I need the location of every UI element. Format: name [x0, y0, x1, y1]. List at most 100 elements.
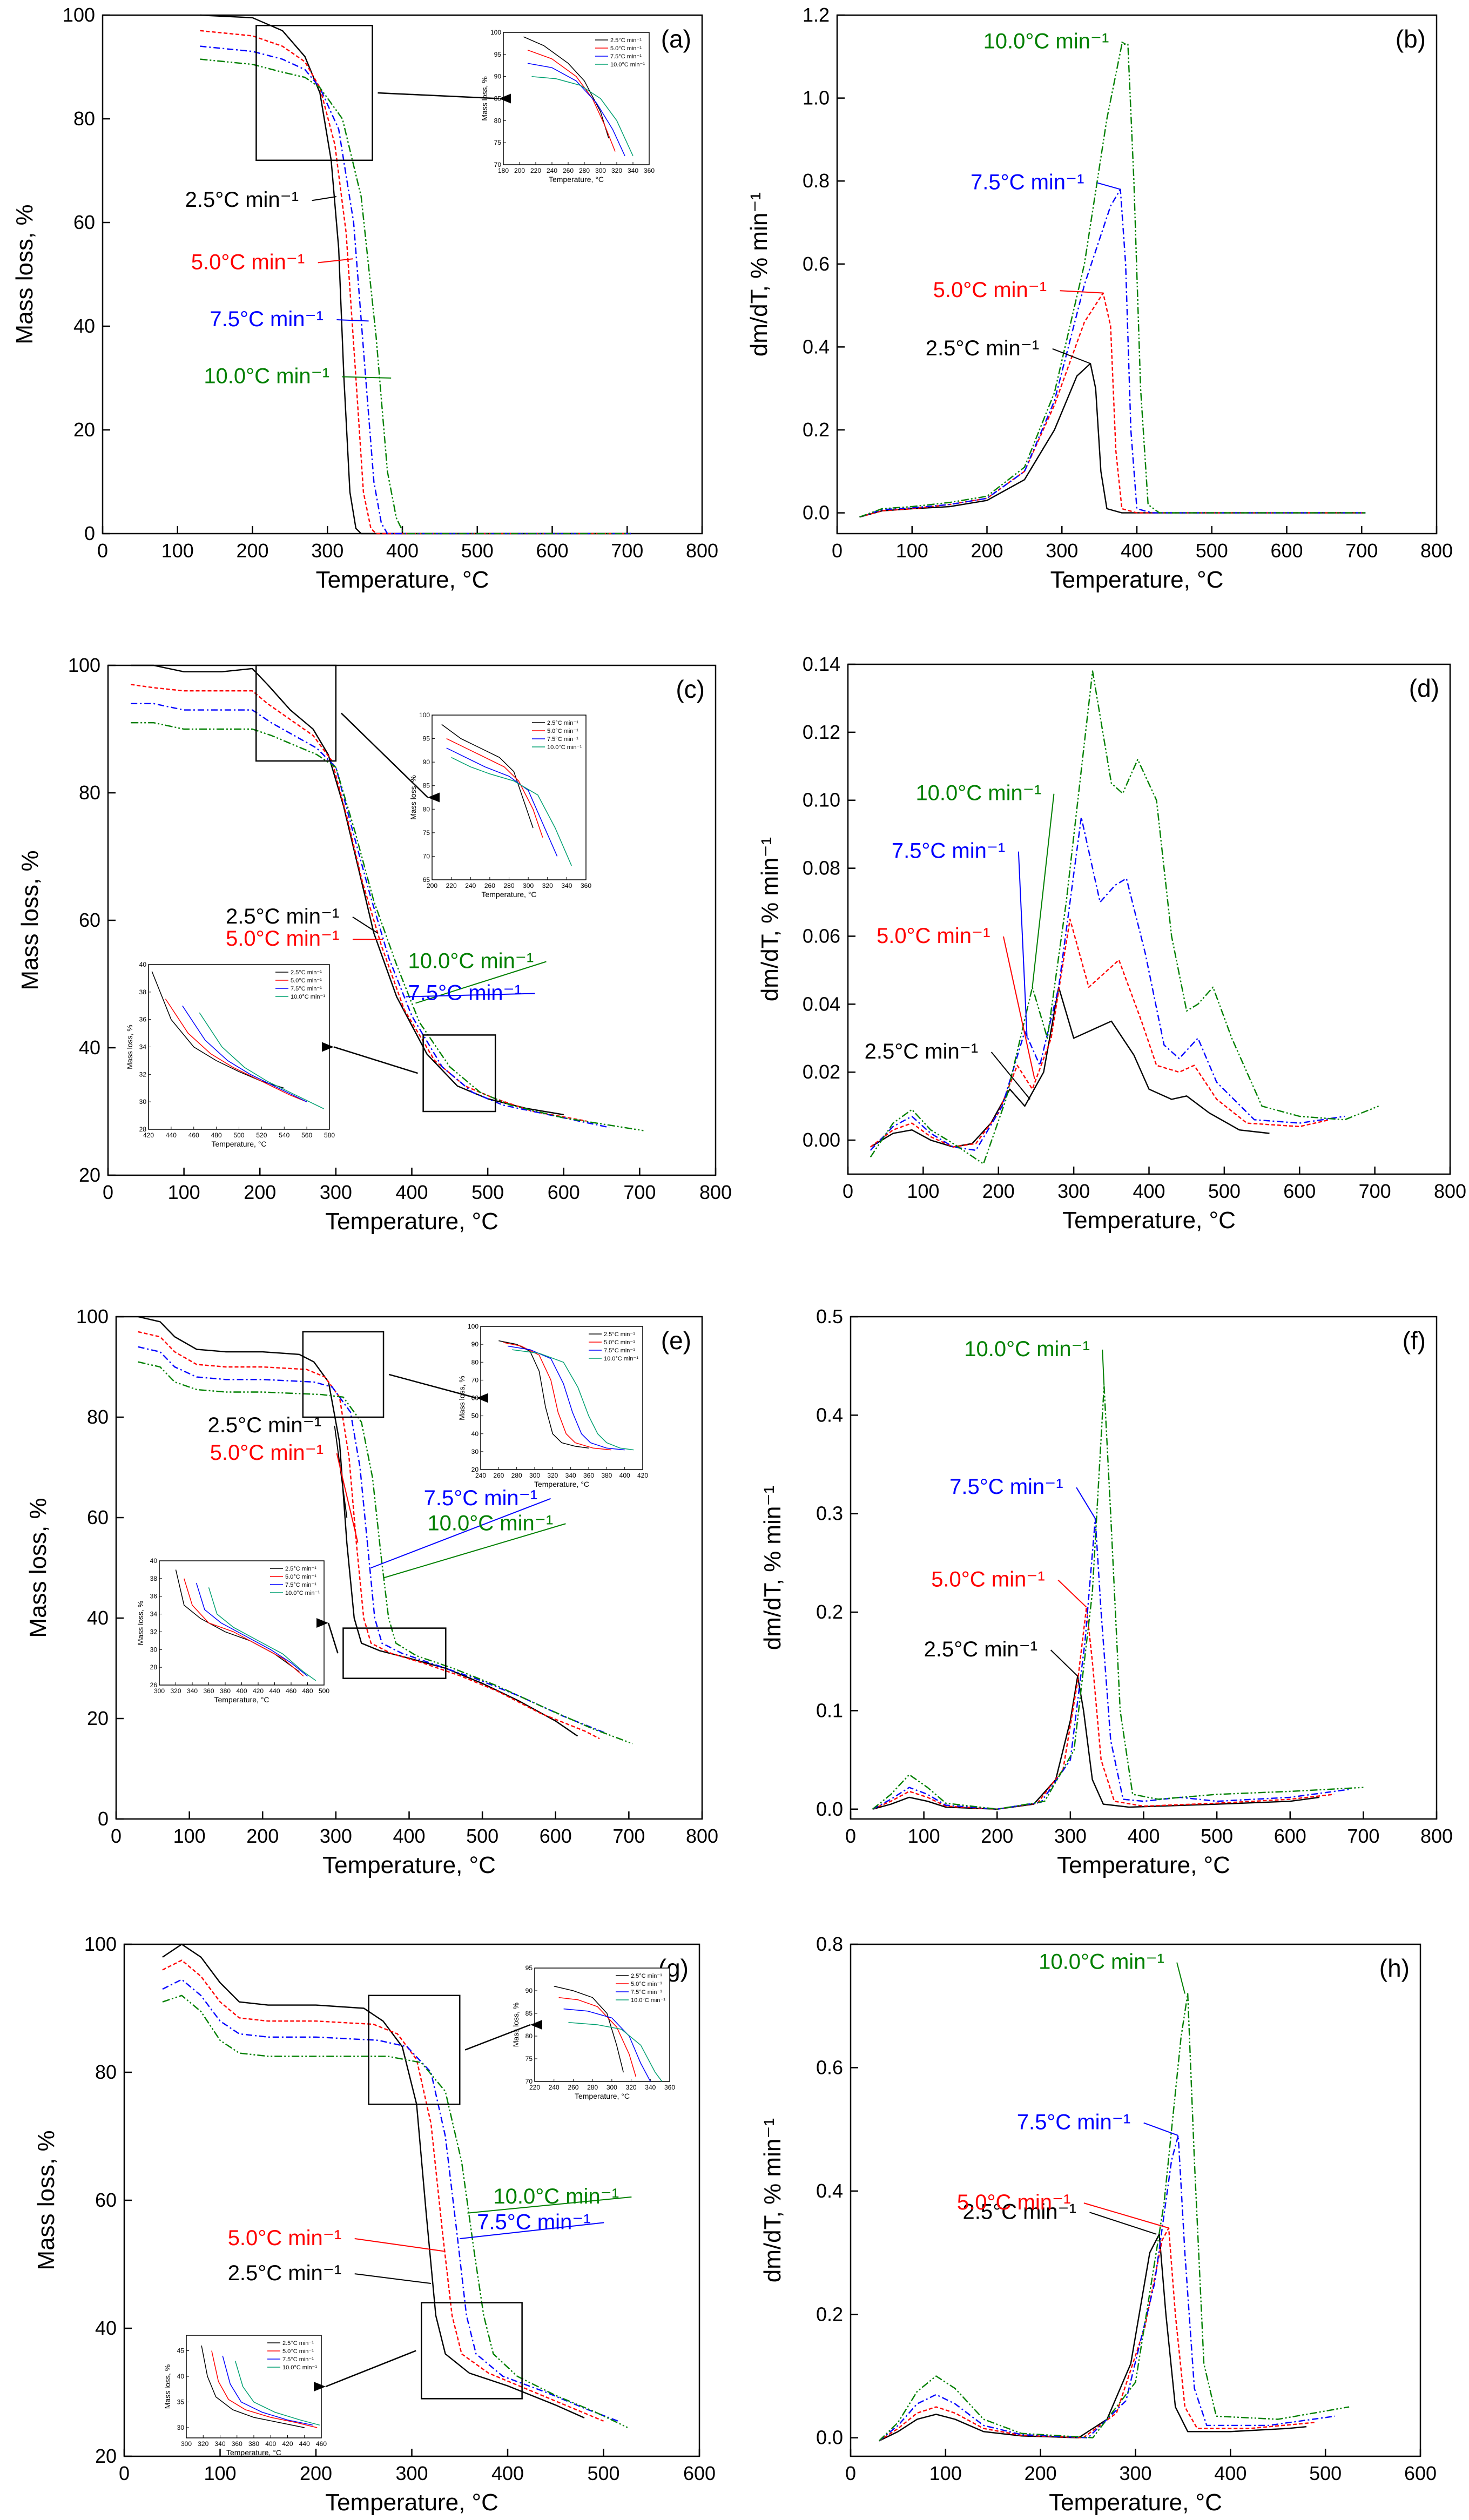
- inset-x-tick-label: 320: [198, 2440, 208, 2448]
- inset-x-tick-label: 340: [187, 1687, 198, 1695]
- inset-x-tick-label: 540: [279, 1131, 289, 1139]
- y-axis-label: Mass loss, %: [17, 850, 43, 990]
- y-tick-label: 0.06: [803, 925, 840, 947]
- annotation-leader: [1102, 1349, 1105, 1386]
- inset-y-tick-label: 26: [150, 1681, 158, 1689]
- zoom-box: [422, 1034, 496, 1113]
- annotation-leader: [1032, 793, 1055, 987]
- inset-arrow-line: [378, 92, 500, 99]
- inset-legend-label: 5.0°C min⁻¹: [291, 978, 322, 984]
- annotation-label: 10.0°C min⁻¹: [1039, 1950, 1164, 1974]
- chart-panel-a: 0 100 200 300 400 500 600 700 800 0 20 40 60 80 100 Tem…: [11, 4, 718, 593]
- inset-arrow-head: [476, 1393, 488, 1403]
- y-tick-label: 20: [95, 2445, 117, 2467]
- x-tick-label: 800: [686, 540, 718, 562]
- inset-legend-label: 5.0°C min⁻¹: [282, 2348, 314, 2355]
- inset-x-tick-label: 220: [530, 167, 541, 174]
- inset-legend-label: 10.0°C min⁻¹: [631, 1997, 665, 2004]
- inset-x-tick-label: 480: [211, 1131, 222, 1139]
- inset-x-tick-label: 240: [547, 167, 557, 174]
- y-tick-label: 1.0: [803, 87, 830, 109]
- series-line-2: [870, 918, 1330, 1148]
- annotation-label: 10.0°C min⁻¹: [915, 781, 1041, 805]
- annotation-leader: [1050, 1649, 1079, 1677]
- annotation-label: 2.5°C min⁻¹: [865, 1040, 979, 1063]
- y-tick-label: 40: [87, 1607, 109, 1629]
- x-tick-label: 200: [971, 540, 1003, 562]
- inset-y-tick-label: 40: [150, 1557, 158, 1565]
- panel-label: (h): [1379, 1954, 1410, 1982]
- inset-y-tick-label: 40: [177, 2373, 185, 2380]
- y-tick-label: 0.0: [816, 2427, 843, 2449]
- inset-chart: 300 320 340 360 380 400 420 440 460 480 500 26 28 30 3…: [136, 1557, 329, 1704]
- annotation-leader: [336, 319, 369, 322]
- x-tick-label: 500: [587, 2462, 619, 2484]
- x-axis-label: Temperature, °C: [1050, 567, 1224, 593]
- x-tick-label: 300: [320, 1825, 352, 1847]
- y-tick-label: 0.04: [803, 993, 840, 1015]
- x-tick-label: 400: [1133, 1180, 1165, 1202]
- x-tick-label: 400: [1121, 540, 1153, 562]
- inset-y-tick-label: 80: [423, 805, 430, 813]
- inset-x-tick-label: 440: [299, 2440, 310, 2448]
- inset-series-line-3: [222, 2355, 313, 2426]
- x-tick-label: 0: [103, 1181, 113, 1203]
- inset-x-axis-label: Temperature, °C: [481, 890, 536, 899]
- y-tick-label: 0.02: [803, 1061, 840, 1083]
- inset-legend-label: 7.5°C min⁻¹: [282, 2356, 314, 2363]
- inset-y-tick-label: 32: [150, 1628, 158, 1635]
- annotation-label: 2.5°C min⁻¹: [185, 188, 299, 212]
- inset-x-tick-label: 320: [611, 167, 622, 174]
- inset-y-tick-label: 90: [494, 73, 502, 80]
- inset-x-tick-label: 380: [248, 2440, 259, 2448]
- annotation-label: 5.0°C min⁻¹: [226, 927, 340, 951]
- inset-series-line-3: [182, 1005, 307, 1102]
- inset-legend-label: 10.0°C min⁻¹: [282, 2364, 317, 2371]
- inset-x-tick-label: 260: [563, 167, 574, 174]
- inset-y-tick-label: 50: [471, 1412, 479, 1420]
- inset-x-tick-label: 580: [324, 1131, 335, 1139]
- inset-x-tick-label: 220: [446, 882, 457, 890]
- inset-x-tick-label: 300: [154, 1687, 165, 1695]
- inset-x-tick-label: 520: [256, 1131, 267, 1139]
- y-tick-label: 100: [76, 1305, 109, 1328]
- y-tick-label: 100: [84, 1933, 117, 1955]
- y-axis-label: dm/dT, % min⁻¹: [757, 837, 783, 1001]
- x-tick-label: 700: [612, 1825, 645, 1847]
- inset-legend-label: 10.0°C min⁻¹: [604, 1356, 638, 1362]
- annotation-leader: [1083, 2202, 1169, 2229]
- inset-x-tick-label: 380: [601, 1472, 612, 1479]
- inset-x-tick-label: 280: [587, 2084, 598, 2091]
- chart-panel-c: 0 100 200 300 400 500 600 700 800 20 40 60 80 100 Temp…: [17, 654, 732, 1235]
- inset-legend-label: 5.0°C min⁻¹: [285, 1574, 316, 1580]
- y-tick-label: 1.2: [803, 4, 830, 26]
- y-tick-label: 0: [84, 522, 95, 544]
- y-tick-label: 100: [63, 4, 95, 26]
- inset-y-tick-label: 40: [139, 961, 147, 968]
- inset-x-tick-label: 500: [319, 1687, 329, 1695]
- inset-legend-label: 10.0°C min⁻¹: [547, 744, 582, 751]
- inset-series-line-4: [199, 1012, 324, 1109]
- inset-y-tick-label: 34: [150, 1611, 158, 1618]
- x-tick-label: 600: [540, 1825, 572, 1847]
- inset-frame: [159, 1560, 325, 1686]
- y-tick-label: 0.2: [816, 2303, 843, 2325]
- annotation-leader: [354, 2238, 446, 2252]
- inset-legend-label: 5.0°C min⁻¹: [547, 728, 578, 735]
- x-tick-label: 600: [1274, 1825, 1306, 1847]
- inset-y-tick-label: 36: [150, 1593, 158, 1600]
- inset-series-line-1: [523, 36, 609, 139]
- inset-series-line-4: [512, 1349, 634, 1451]
- annotation-label: 5.0°C min⁻¹: [931, 1568, 1045, 1592]
- x-tick-label: 200: [300, 2462, 332, 2484]
- inset-y-tick-label: 80: [525, 2032, 533, 2040]
- y-tick-label: 80: [87, 1406, 109, 1428]
- series-line-1: [870, 986, 1270, 1148]
- inset-y-axis-label: Mass loss, %: [136, 1601, 145, 1645]
- y-axis-label: Mass loss, %: [25, 1498, 51, 1638]
- x-tick-label: 600: [1270, 540, 1303, 562]
- inset-series-line-3: [446, 747, 558, 857]
- inset-x-tick-label: 400: [619, 1472, 630, 1479]
- inset-y-tick-label: 38: [150, 1575, 158, 1582]
- inset-y-tick-label: 70: [494, 161, 502, 169]
